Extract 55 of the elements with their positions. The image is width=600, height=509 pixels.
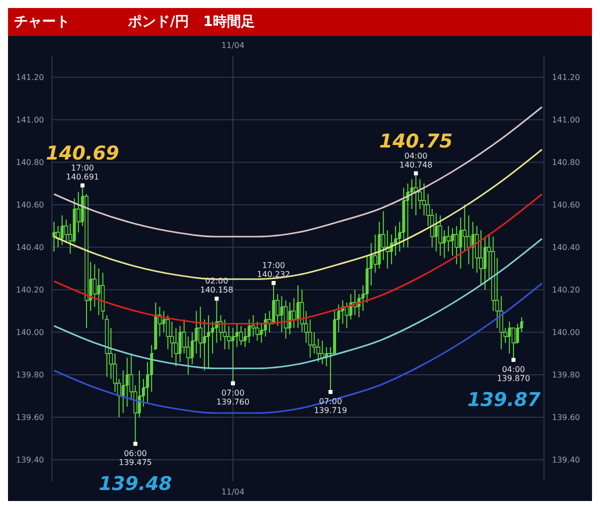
y2-tick-label: 139.60 bbox=[552, 413, 580, 422]
annotation: 17:00 bbox=[262, 260, 286, 270]
y2-tick-label: 139.40 bbox=[552, 456, 580, 465]
candlestick bbox=[438, 214, 442, 256]
candlestick bbox=[222, 319, 227, 350]
chart-title: チャート bbox=[14, 13, 70, 31]
candlestick bbox=[320, 340, 324, 365]
candlestick bbox=[97, 268, 100, 316]
annotation: 140.748 bbox=[399, 160, 432, 170]
y-tick-label: 140.60 bbox=[16, 200, 44, 210]
y-tick-label: 140.40 bbox=[16, 243, 44, 252]
y-tick-label: 140.00 bbox=[16, 328, 44, 338]
y2-tick-label: 140.40 bbox=[552, 243, 580, 252]
candlestick bbox=[239, 325, 243, 346]
candlestick bbox=[479, 230, 483, 286]
y2-tick-label: 141.00 bbox=[552, 116, 580, 125]
y-tick-label: 139.40 bbox=[16, 456, 44, 465]
annotation: 139.87 bbox=[467, 388, 542, 411]
candlestick bbox=[312, 332, 316, 354]
annotation: 04:00 bbox=[502, 364, 526, 374]
candlestick bbox=[64, 219, 68, 244]
annotation: 140.75 bbox=[379, 130, 453, 152]
line-series bbox=[53, 282, 543, 414]
y-tick-label: 141.00 bbox=[16, 116, 44, 125]
y2-tick-label: 140.60 bbox=[552, 200, 580, 210]
candlestick bbox=[154, 302, 158, 350]
annotation: 06:00 bbox=[124, 448, 147, 458]
annotation: 139.719 bbox=[314, 406, 348, 415]
annotation: 04:00 bbox=[404, 151, 428, 160]
annotation: 139.475 bbox=[118, 458, 152, 467]
annotation: 140.69 bbox=[46, 142, 120, 164]
category-label: 11/04 bbox=[221, 41, 244, 50]
y2-tick-label: 140.80 bbox=[552, 158, 580, 168]
annotation: 140.158 bbox=[200, 286, 234, 295]
y-tick-label: 140.20 bbox=[16, 286, 44, 295]
annotation: 07:00 bbox=[221, 388, 244, 398]
y-tick-label: 139.60 bbox=[16, 413, 44, 422]
y2-tick-label: 141.20 bbox=[552, 73, 580, 82]
annotation: 139.870 bbox=[496, 374, 530, 383]
annotation: 139.760 bbox=[216, 397, 250, 406]
candlestick bbox=[466, 214, 471, 265]
annotation: 17:00 bbox=[70, 163, 94, 172]
candlestick bbox=[255, 321, 260, 342]
candlestick bbox=[316, 338, 320, 362]
annotation: 139.48 bbox=[98, 472, 172, 495]
annotation: 140.232 bbox=[257, 270, 290, 279]
y-tick-label: 139.80 bbox=[16, 370, 44, 380]
chart-subtitle: ポンド/円 1時間足 bbox=[128, 13, 255, 31]
y-tick-label: 140.80 bbox=[16, 158, 44, 168]
y-tick-label: 141.20 bbox=[16, 73, 44, 82]
y2-tick-label: 140.00 bbox=[552, 328, 580, 338]
candlestick bbox=[186, 336, 190, 376]
y2-tick-label: 140.20 bbox=[552, 286, 580, 295]
y2-tick-label: 139.80 bbox=[552, 370, 580, 380]
annotation: 140.691 bbox=[66, 172, 100, 182]
